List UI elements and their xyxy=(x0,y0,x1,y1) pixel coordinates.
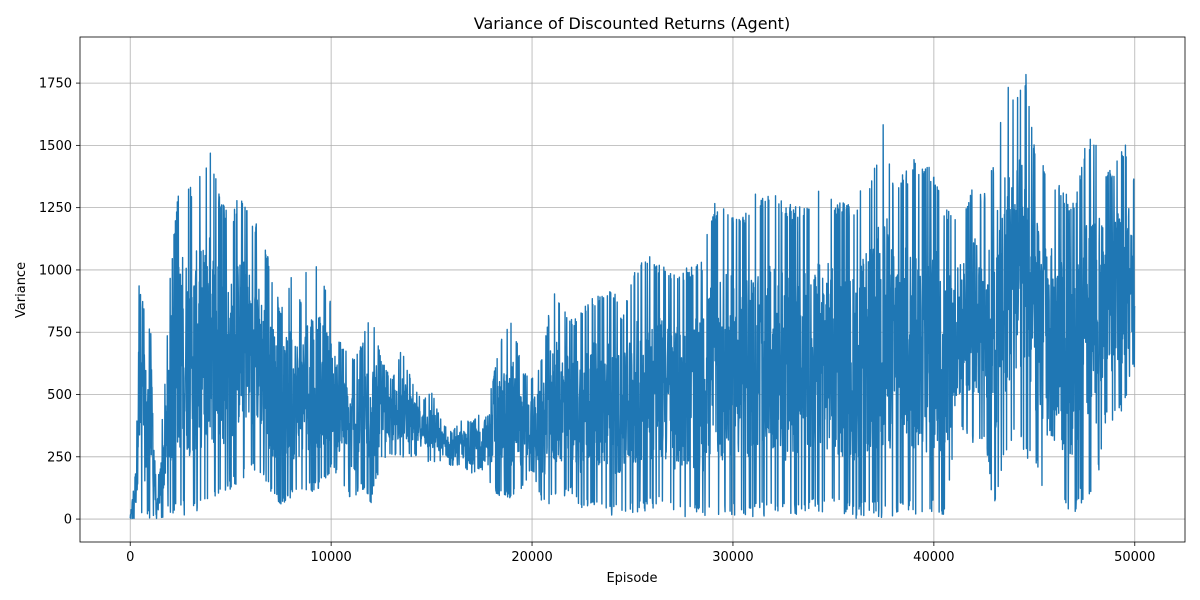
x-tick-label: 20000 xyxy=(511,550,552,565)
y-axis-label: Variance xyxy=(14,262,29,318)
series-line xyxy=(129,73,1136,520)
x-tick-label: 50000 xyxy=(1114,550,1155,565)
tick-layer: 0 10000 20000 30000 40000 50000 0 250 500 750 1000… xyxy=(39,77,1156,565)
x-axis-label: Episode xyxy=(606,571,657,586)
y-tick-label: 1000 xyxy=(39,263,72,278)
plot-frame xyxy=(79,36,1186,543)
y-tick-label: 1750 xyxy=(39,77,72,92)
y-tick-label: 1500 xyxy=(39,139,72,154)
x-tick-label: 40000 xyxy=(913,550,954,565)
y-tick-label: 500 xyxy=(47,388,72,403)
x-tick-label: 10000 xyxy=(310,550,351,565)
x-tick-label: 0 xyxy=(126,550,134,565)
y-tick-label: 1250 xyxy=(39,201,72,216)
chart-title: Variance of Discounted Returns (Agent) xyxy=(474,14,790,33)
y-tick-label: 250 xyxy=(47,450,72,465)
y-tick-label: 750 xyxy=(47,326,72,341)
y-tick-label: 0 xyxy=(64,513,72,528)
series-layer xyxy=(129,73,1136,520)
x-tick-label: 30000 xyxy=(712,550,753,565)
